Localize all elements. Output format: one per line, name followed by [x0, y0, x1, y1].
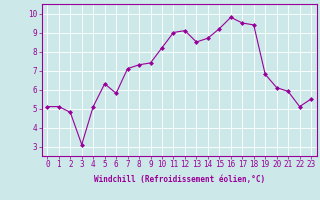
X-axis label: Windchill (Refroidissement éolien,°C): Windchill (Refroidissement éolien,°C)	[94, 175, 265, 184]
